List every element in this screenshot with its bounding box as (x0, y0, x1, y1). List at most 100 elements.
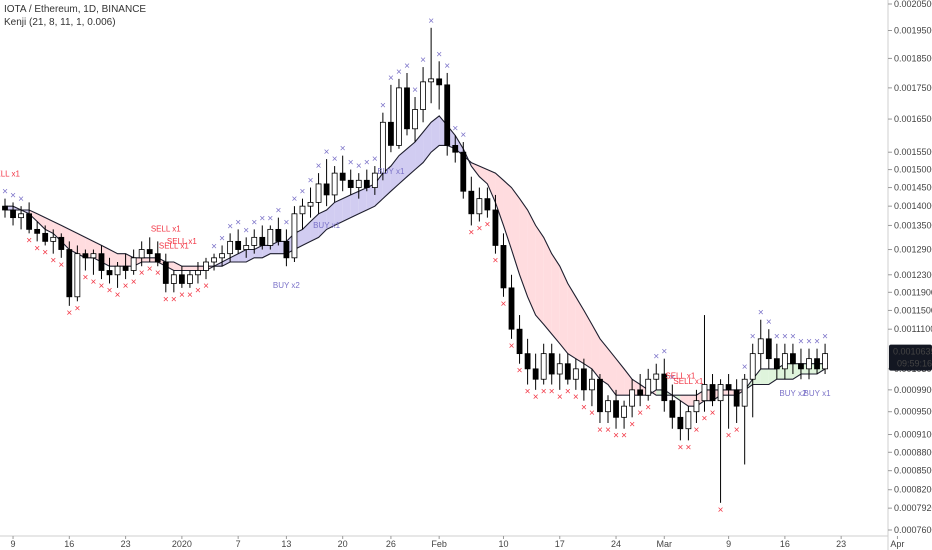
candle-down (388, 121, 394, 146)
candle-up (693, 400, 700, 413)
y-tick-label: 0.00205000 (894, 0, 932, 9)
candle-down (709, 384, 716, 402)
buy-cross-marker: × (822, 332, 828, 343)
sell-cross-marker: × (123, 281, 129, 292)
buy-cross-marker: × (267, 213, 273, 224)
cloud-fill (173, 262, 182, 271)
sell-cross-marker: × (82, 272, 88, 283)
cloud-fill (599, 338, 608, 385)
buy-cross-marker: × (766, 317, 772, 328)
cloud-fill (680, 395, 689, 407)
cloud-fill (616, 358, 625, 396)
x-tick-label: 17 (555, 539, 565, 549)
sell-cross-marker: × (58, 260, 64, 271)
buy-cross-marker: × (18, 194, 24, 205)
sell-cross-marker: × (493, 256, 499, 267)
candle-up (50, 236, 57, 242)
buy-cross-marker: × (364, 158, 370, 169)
candle-down (2, 205, 8, 211)
cloud-fill (567, 283, 576, 359)
buy-signal-label: BUY x2 (273, 281, 301, 290)
buy-cross-marker: × (316, 161, 322, 172)
buy-cross-marker: × (742, 362, 748, 373)
buy-cross-marker: × (661, 347, 667, 358)
candle-down (468, 190, 475, 215)
candle-down (677, 416, 684, 430)
sell-cross-marker: × (694, 425, 700, 436)
candle-down (580, 368, 587, 391)
buy-cross-marker: × (750, 332, 756, 343)
cloud-fill (262, 245, 271, 258)
sell-cross-marker: × (476, 224, 482, 235)
buy-cross-marker: × (308, 176, 314, 187)
x-tick-label: 13 (281, 539, 291, 549)
candle-down (548, 353, 555, 375)
cloud-fill (398, 148, 407, 184)
x-tick-label: 16 (64, 539, 74, 549)
sell-cross-marker: × (621, 431, 627, 442)
buy-cross-marker: × (251, 217, 257, 228)
candle-up (170, 274, 177, 284)
candle-down (162, 261, 169, 284)
buy-signal-label: BUY x1 (377, 167, 405, 176)
candle-up (822, 353, 828, 370)
cloud-fill (326, 202, 335, 230)
sell-cross-marker: × (163, 294, 169, 305)
sell-cross-marker: × (718, 505, 724, 516)
bar-countdown-label: 09:59:16 (897, 359, 932, 369)
candle-down (178, 274, 185, 284)
y-tick-label: 0.00150000 (894, 165, 932, 175)
y-tick-label: 0.00195000 (894, 26, 932, 36)
buy-cross-marker: × (782, 332, 788, 343)
buy-cross-marker: × (388, 73, 394, 84)
sell-cross-marker: × (187, 290, 193, 301)
sell-cross-marker: × (726, 431, 732, 442)
cloud-fill (543, 237, 552, 334)
y-tick-label: 0.00140000 (894, 201, 932, 211)
x-tick-label: 16 (780, 539, 790, 549)
candle-up (203, 261, 209, 271)
buy-cross-marker: × (452, 123, 458, 134)
cloud-fill (583, 310, 592, 369)
sell-cross-marker: × (171, 294, 177, 305)
candle-down (661, 373, 668, 402)
buy-cross-marker: × (814, 337, 820, 348)
candle-up (130, 257, 137, 271)
sell-cross-marker: × (581, 403, 587, 414)
candle-down (790, 353, 796, 365)
candle-down (26, 213, 33, 230)
buy-signal-label: BUY x2 (779, 389, 807, 398)
buy-cross-marker: × (436, 49, 442, 60)
sell-cross-marker: × (99, 281, 105, 292)
y-tick-label: 0.00095000 (894, 407, 932, 417)
buy-cross-marker: × (292, 194, 298, 205)
indicator-legend[interactable]: Kenji (21, 8, 11, 1, 0.006) (4, 17, 116, 28)
buy-cross-marker: × (460, 130, 466, 141)
candle-up (540, 353, 547, 380)
candle-down (516, 328, 523, 355)
candle-down (564, 363, 571, 380)
candle-up (371, 172, 378, 188)
candle-up (420, 81, 426, 110)
cloud-fill (559, 266, 568, 354)
cloud-fill (117, 253, 126, 267)
sell-cross-marker: × (484, 220, 490, 231)
buy-cross-marker: × (380, 101, 386, 112)
candle-up (267, 228, 274, 246)
y-tick-label: 0.00099000 (894, 385, 932, 395)
candle-down (42, 232, 49, 242)
candle-up (187, 274, 193, 284)
cloud-fill (407, 142, 416, 177)
cloud-fill (382, 166, 391, 199)
sell-cross-marker: × (155, 268, 161, 279)
candle-down (773, 358, 780, 370)
sell-cross-marker: × (677, 442, 683, 453)
sell-cross-marker: × (147, 264, 153, 275)
buy-cross-marker: × (211, 242, 217, 253)
cloud-fill (760, 368, 769, 385)
candle-down (452, 145, 459, 153)
cloud-fill (591, 324, 600, 380)
candle-down (283, 240, 290, 259)
candle-down (146, 249, 153, 255)
